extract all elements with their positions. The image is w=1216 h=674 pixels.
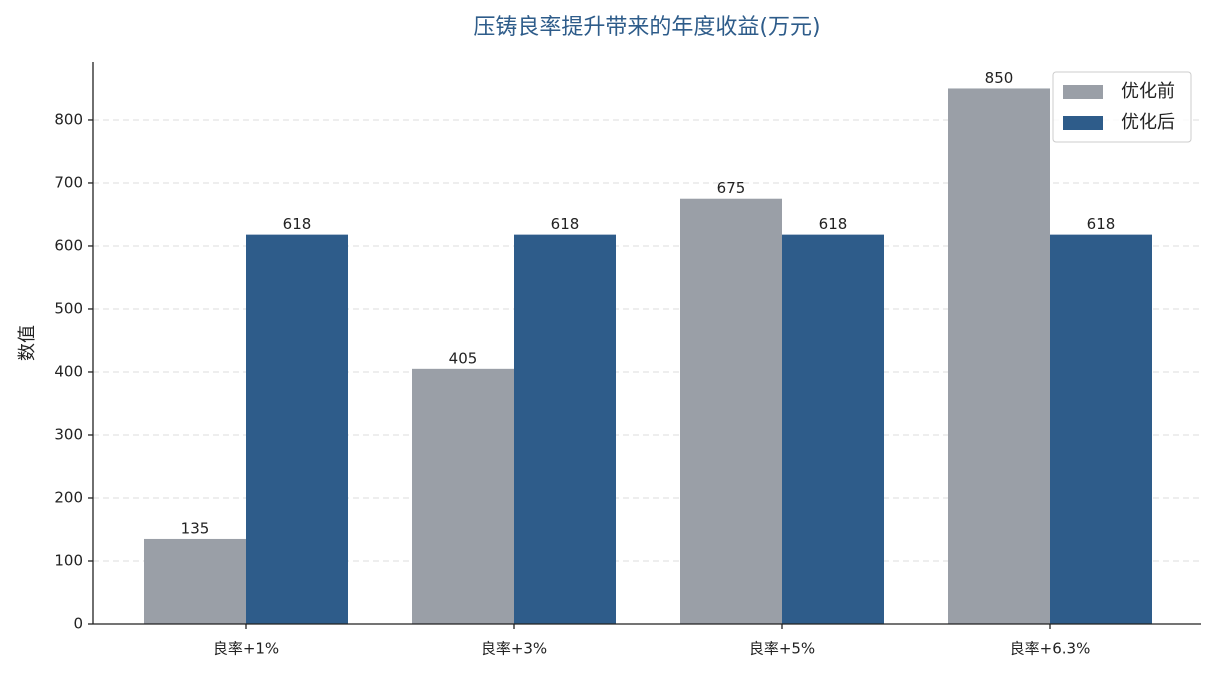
value-label: 675: [717, 179, 746, 197]
bar: [514, 234, 616, 624]
bar: [144, 538, 246, 624]
y-tick-label: 100: [54, 551, 83, 569]
y-tick-label: 500: [54, 299, 83, 317]
x-tick-label: 良率+3%: [481, 640, 547, 658]
y-tick-label: 600: [54, 236, 83, 254]
bar: [948, 88, 1050, 624]
x-tick-label: 良率+1%: [213, 640, 279, 658]
bar: [246, 234, 348, 624]
legend-swatch: [1063, 85, 1103, 99]
y-tick-label: 800: [54, 110, 83, 128]
value-label: 618: [819, 215, 848, 233]
legend-label: 优化前: [1121, 81, 1175, 102]
bar: [1050, 234, 1152, 624]
y-tick-label: 300: [54, 425, 83, 443]
bar: [680, 198, 782, 624]
value-label: 618: [1087, 215, 1116, 233]
legend-label: 优化后: [1121, 112, 1175, 133]
y-tick-label: 0: [73, 615, 83, 633]
x-tick-label: 良率+6.3%: [1010, 640, 1091, 658]
bar: [782, 234, 884, 624]
x-tick-label: 良率+5%: [749, 640, 815, 658]
y-tick-label: 700: [54, 173, 83, 191]
y-tick-label: 400: [54, 362, 83, 380]
bar: [412, 368, 514, 624]
y-tick-label: 200: [54, 488, 83, 506]
value-label: 618: [283, 215, 312, 233]
value-label: 850: [985, 69, 1014, 87]
value-label: 405: [449, 349, 478, 367]
value-label: 618: [551, 215, 580, 233]
y-axis-label: 数值: [17, 325, 38, 361]
legend-swatch: [1063, 116, 1103, 130]
chart-title: 压铸良率提升带来的年度收益(万元): [473, 15, 820, 40]
value-label: 135: [181, 519, 210, 537]
